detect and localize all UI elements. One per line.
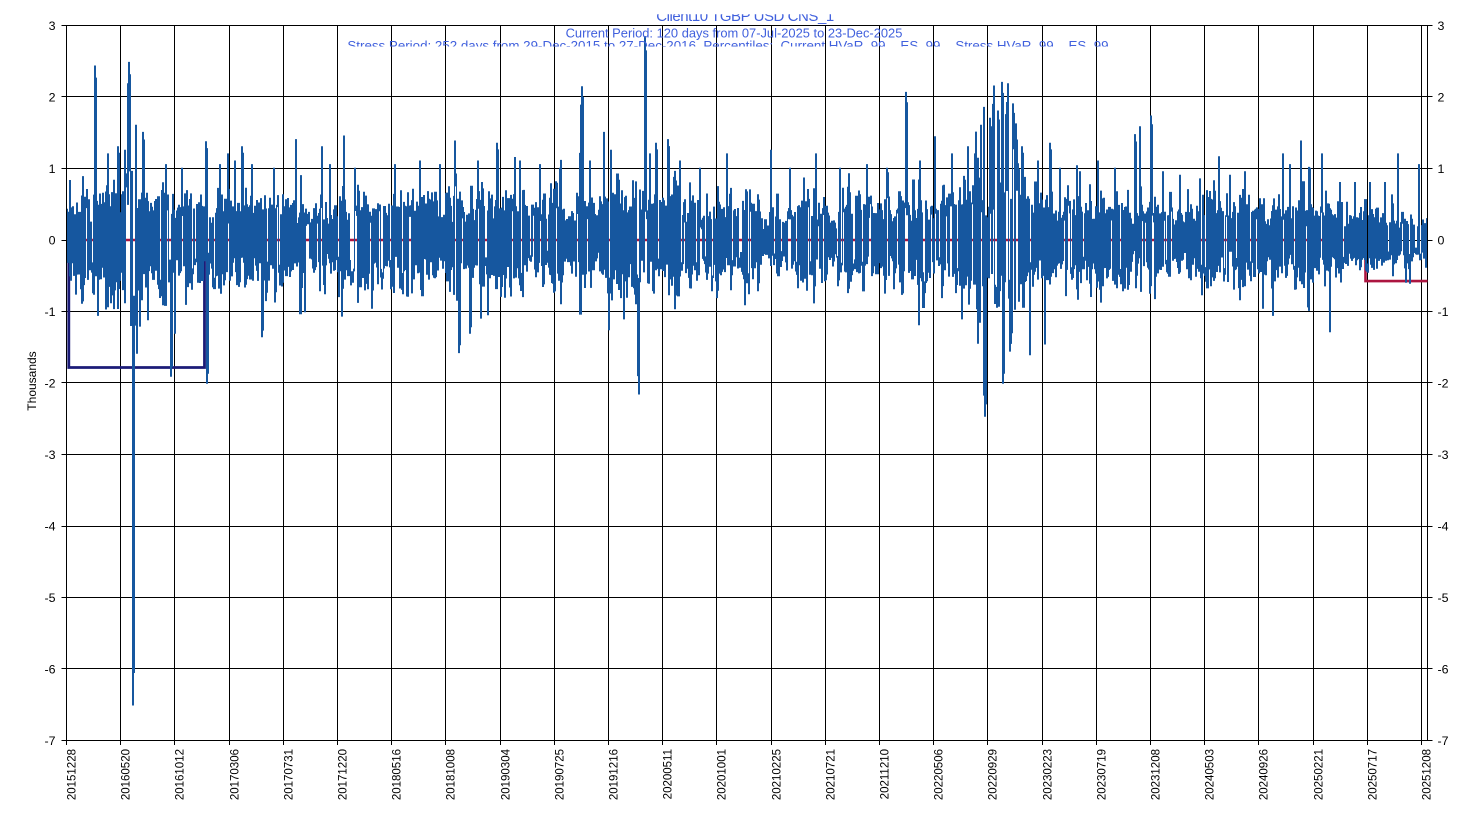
svg-text:20191216: 20191216 xyxy=(609,749,621,800)
svg-text:20230719: 20230719 xyxy=(1097,749,1109,800)
svg-text:-3: -3 xyxy=(44,448,55,462)
svg-text:20170731: 20170731 xyxy=(284,749,296,800)
svg-text:-3: -3 xyxy=(1438,448,1449,462)
svg-text:-5: -5 xyxy=(44,591,55,605)
svg-text:20201001: 20201001 xyxy=(717,749,729,800)
svg-text:Client10 TGBP USD CNS_1: Client10 TGBP USD CNS_1 xyxy=(656,8,834,25)
svg-text:20210721: 20210721 xyxy=(826,749,838,800)
svg-text:0: 0 xyxy=(1438,234,1445,248)
svg-text:20250221: 20250221 xyxy=(1314,749,1326,800)
svg-text:Current Period: 120 days from: Current Period: 120 days from 07-Jul-202… xyxy=(566,25,903,40)
svg-text:3: 3 xyxy=(1438,19,1445,33)
svg-text:20251208: 20251208 xyxy=(1422,749,1434,800)
svg-text:3: 3 xyxy=(49,19,56,33)
svg-text:-5: -5 xyxy=(1438,591,1449,605)
svg-text:-4: -4 xyxy=(44,520,55,534)
svg-text:-7: -7 xyxy=(44,734,55,748)
svg-text:20180516: 20180516 xyxy=(392,749,404,800)
svg-text:20220929: 20220929 xyxy=(988,749,1000,800)
svg-text:-6: -6 xyxy=(44,663,55,677)
svg-text:-2: -2 xyxy=(1438,377,1449,391)
svg-text:20211210: 20211210 xyxy=(880,749,892,799)
svg-text:20231208: 20231208 xyxy=(1151,749,1163,800)
svg-text:-6: -6 xyxy=(1438,663,1449,677)
svg-text:20151228: 20151228 xyxy=(67,749,79,800)
svg-text:20160520: 20160520 xyxy=(121,749,133,800)
svg-text:-1: -1 xyxy=(1438,305,1449,319)
svg-text:20200511: 20200511 xyxy=(663,749,675,799)
svg-text:Thousands: Thousands xyxy=(25,351,39,410)
svg-text:-2: -2 xyxy=(44,377,55,391)
svg-text:-1: -1 xyxy=(44,305,55,319)
svg-text:-7: -7 xyxy=(1438,734,1449,748)
svg-text:2: 2 xyxy=(49,91,56,105)
svg-text:-4: -4 xyxy=(1438,520,1449,534)
svg-text:20181008: 20181008 xyxy=(446,749,458,800)
svg-text:20210225: 20210225 xyxy=(772,749,784,800)
svg-text:20161012: 20161012 xyxy=(175,749,187,800)
svg-text:20220506: 20220506 xyxy=(934,749,946,800)
svg-text:Stress Period: 252 days from 2: Stress Period: 252 days from 29-Dec-2015… xyxy=(347,38,1108,53)
svg-text:20250717: 20250717 xyxy=(1368,749,1380,800)
svg-text:20190304: 20190304 xyxy=(501,748,513,800)
svg-text:20170306: 20170306 xyxy=(230,749,242,800)
svg-text:20240503: 20240503 xyxy=(1205,749,1217,800)
svg-text:1: 1 xyxy=(1438,162,1445,176)
svg-text:20190725: 20190725 xyxy=(555,749,567,800)
svg-text:20171220: 20171220 xyxy=(338,749,350,800)
svg-text:2: 2 xyxy=(1438,91,1445,105)
svg-text:1: 1 xyxy=(49,162,56,176)
svg-text:20240926: 20240926 xyxy=(1259,749,1271,800)
svg-text:20230223: 20230223 xyxy=(1043,749,1055,800)
svg-text:0: 0 xyxy=(49,234,56,248)
